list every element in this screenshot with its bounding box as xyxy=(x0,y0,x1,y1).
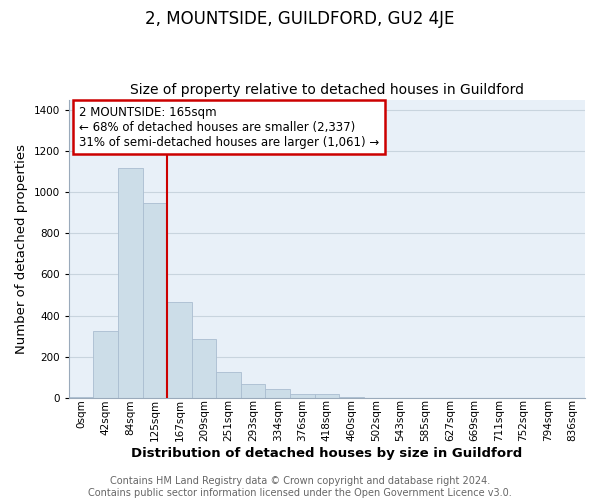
Bar xyxy=(339,397,364,398)
Bar xyxy=(167,302,192,398)
X-axis label: Distribution of detached houses by size in Guildford: Distribution of detached houses by size … xyxy=(131,447,523,460)
Bar xyxy=(290,394,314,398)
Bar xyxy=(217,372,241,398)
Text: Contains HM Land Registry data © Crown copyright and database right 2024.
Contai: Contains HM Land Registry data © Crown c… xyxy=(88,476,512,498)
Bar xyxy=(314,394,339,398)
Bar xyxy=(94,331,118,398)
Title: Size of property relative to detached houses in Guildford: Size of property relative to detached ho… xyxy=(130,83,524,97)
Bar xyxy=(241,384,265,398)
Text: 2, MOUNTSIDE, GUILDFORD, GU2 4JE: 2, MOUNTSIDE, GUILDFORD, GU2 4JE xyxy=(145,10,455,28)
Bar xyxy=(118,168,143,398)
Y-axis label: Number of detached properties: Number of detached properties xyxy=(15,144,28,354)
Bar xyxy=(69,397,94,398)
Bar xyxy=(143,204,167,398)
Bar xyxy=(192,340,217,398)
Text: 2 MOUNTSIDE: 165sqm
← 68% of detached houses are smaller (2,337)
31% of semi-det: 2 MOUNTSIDE: 165sqm ← 68% of detached ho… xyxy=(79,106,379,148)
Bar xyxy=(265,388,290,398)
